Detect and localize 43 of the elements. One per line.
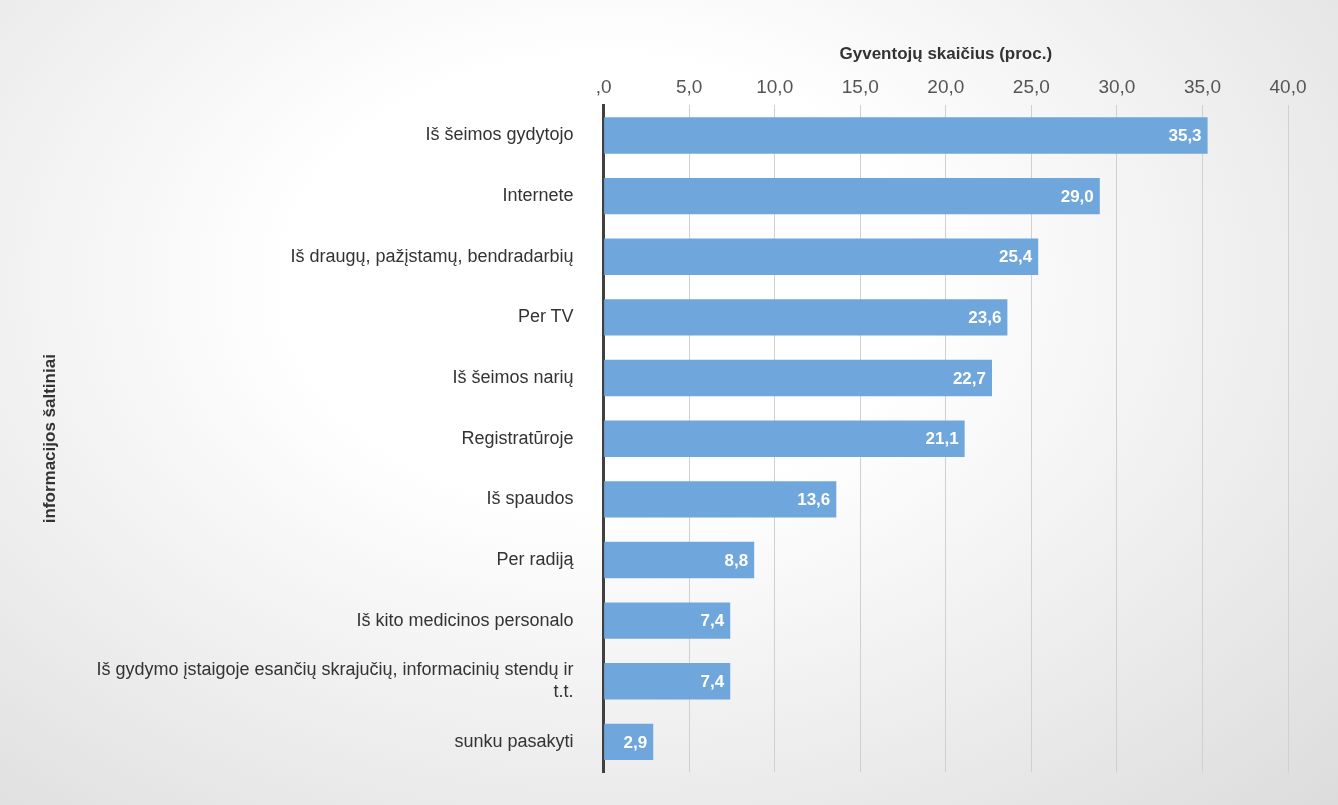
bar <box>604 299 1008 336</box>
bar <box>604 420 965 457</box>
y-tick-label: Iš spaudos <box>486 488 574 509</box>
data-label: 29,0 <box>1060 186 1094 206</box>
data-label: 13,6 <box>797 490 831 510</box>
x-tick-label: 35,0 <box>1183 76 1221 98</box>
y-tick-label: Per radiją <box>496 548 575 569</box>
bar <box>604 663 731 700</box>
bar <box>604 481 837 518</box>
x-tick-label: ,0 <box>595 76 612 98</box>
x-tick-label: 10,0 <box>756 76 794 98</box>
x-tick-label: 25,0 <box>1012 76 1050 98</box>
data-label: 21,1 <box>925 429 959 449</box>
y-tick-label: Iš draugų, pažįstamų, bendradarbių <box>290 245 574 266</box>
y-tick-label: Iš gydymo įstaigoje esančių skrajučių, informacinių stendų ir t.t. <box>96 659 574 702</box>
y-tick-label: Registratūroje <box>461 427 574 448</box>
data-label: 7,4 <box>700 671 725 691</box>
bar <box>604 238 1039 275</box>
data-label: 25,4 <box>999 247 1033 267</box>
x-tick-label: 15,0 <box>841 76 879 98</box>
y-axis-title: informacijos šaltiniai <box>39 354 59 524</box>
data-label: 22,7 <box>952 368 987 388</box>
x-tick-label: 20,0 <box>927 76 965 98</box>
bar <box>604 117 1208 154</box>
data-label: 7,4 <box>700 611 725 631</box>
y-tick-label: Per TV <box>517 306 574 327</box>
x-axis-title: Gyventojų skaičius (proc.) <box>839 43 1053 63</box>
bar <box>604 359 993 397</box>
data-label: 35,3 <box>1168 126 1202 146</box>
data-label: 23,6 <box>968 308 1002 328</box>
y-tick-label: sunku pasakyti <box>454 730 574 751</box>
y-tick-label: Iš kito medicinos personalo <box>356 609 574 630</box>
x-tick-label: 40,0 <box>1269 76 1307 98</box>
bar <box>604 177 1100 215</box>
x-tick-label: 30,0 <box>1098 76 1136 98</box>
bar <box>604 602 731 639</box>
bar <box>604 541 755 579</box>
x-tick-label: 5,0 <box>675 76 703 98</box>
data-label: 2,9 <box>623 732 648 752</box>
data-label: 8,8 <box>724 550 749 570</box>
y-tick-label: Iš šeimos narių <box>452 367 574 388</box>
y-tick-label: Iš šeimos gydytojo <box>425 124 574 145</box>
y-tick-label: Internete <box>502 185 574 206</box>
